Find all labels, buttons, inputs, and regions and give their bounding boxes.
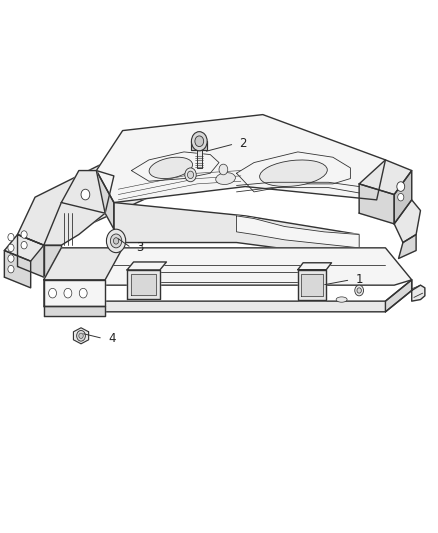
Polygon shape bbox=[359, 160, 412, 195]
Text: 1: 1 bbox=[356, 273, 363, 286]
Polygon shape bbox=[44, 280, 61, 312]
Polygon shape bbox=[74, 328, 88, 344]
Circle shape bbox=[355, 285, 364, 296]
Polygon shape bbox=[4, 235, 44, 261]
Circle shape bbox=[64, 288, 72, 298]
Polygon shape bbox=[197, 150, 202, 168]
Circle shape bbox=[185, 168, 196, 182]
Polygon shape bbox=[359, 184, 394, 224]
Circle shape bbox=[357, 288, 361, 293]
Circle shape bbox=[21, 231, 27, 238]
Polygon shape bbox=[44, 171, 114, 245]
Polygon shape bbox=[114, 229, 123, 243]
Circle shape bbox=[79, 288, 87, 298]
Circle shape bbox=[21, 241, 27, 249]
Polygon shape bbox=[44, 306, 105, 316]
Circle shape bbox=[79, 333, 83, 338]
Polygon shape bbox=[191, 141, 207, 150]
Ellipse shape bbox=[336, 297, 347, 302]
Ellipse shape bbox=[149, 157, 193, 179]
Circle shape bbox=[81, 189, 90, 200]
Text: 3: 3 bbox=[137, 241, 144, 254]
Polygon shape bbox=[96, 115, 385, 203]
Circle shape bbox=[106, 229, 126, 253]
Polygon shape bbox=[44, 248, 123, 280]
Polygon shape bbox=[96, 171, 114, 229]
Polygon shape bbox=[412, 285, 425, 301]
Polygon shape bbox=[298, 263, 332, 270]
Polygon shape bbox=[44, 248, 412, 285]
Circle shape bbox=[191, 132, 207, 151]
Polygon shape bbox=[298, 270, 326, 300]
Polygon shape bbox=[237, 216, 359, 248]
Polygon shape bbox=[385, 280, 412, 312]
Polygon shape bbox=[18, 235, 44, 277]
Polygon shape bbox=[4, 251, 31, 288]
Ellipse shape bbox=[260, 160, 327, 187]
Polygon shape bbox=[301, 274, 323, 296]
Polygon shape bbox=[18, 149, 166, 245]
Polygon shape bbox=[394, 200, 420, 243]
Circle shape bbox=[219, 164, 228, 175]
Circle shape bbox=[195, 136, 204, 147]
Polygon shape bbox=[394, 171, 412, 224]
Ellipse shape bbox=[216, 173, 235, 184]
Polygon shape bbox=[131, 274, 156, 295]
Text: 4: 4 bbox=[108, 332, 116, 345]
Polygon shape bbox=[127, 262, 166, 270]
Circle shape bbox=[8, 233, 14, 241]
Circle shape bbox=[398, 193, 404, 201]
Polygon shape bbox=[44, 280, 412, 312]
Circle shape bbox=[110, 234, 122, 248]
Circle shape bbox=[8, 244, 14, 252]
Polygon shape bbox=[399, 235, 416, 259]
Polygon shape bbox=[61, 171, 105, 213]
Circle shape bbox=[397, 182, 405, 191]
Circle shape bbox=[49, 288, 57, 298]
Polygon shape bbox=[44, 280, 105, 306]
Polygon shape bbox=[114, 203, 359, 259]
Circle shape bbox=[77, 330, 85, 341]
Polygon shape bbox=[127, 270, 160, 300]
Circle shape bbox=[187, 171, 194, 179]
Polygon shape bbox=[44, 245, 61, 277]
Circle shape bbox=[8, 265, 14, 273]
Text: 2: 2 bbox=[240, 138, 247, 150]
Circle shape bbox=[113, 238, 119, 244]
Circle shape bbox=[8, 255, 14, 262]
